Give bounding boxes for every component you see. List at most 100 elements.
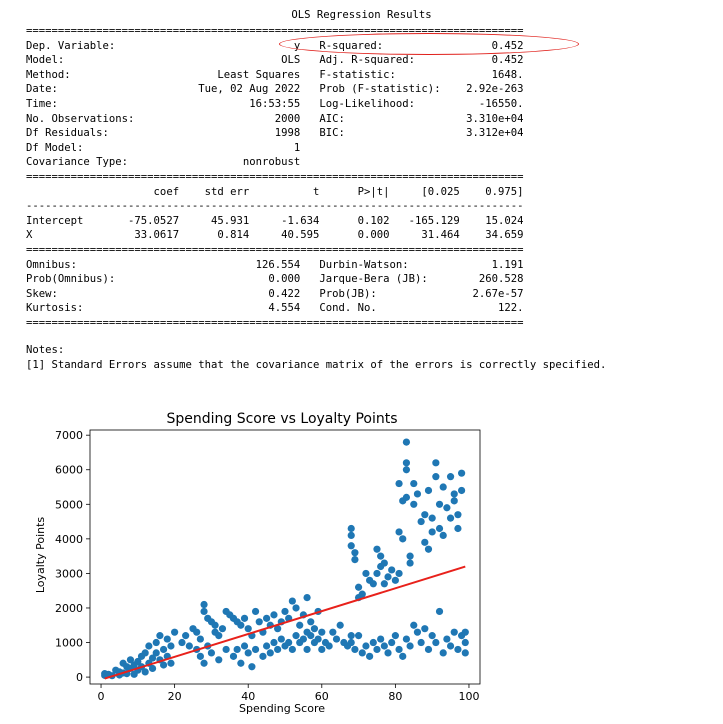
data-point (270, 638, 278, 647)
data-point (391, 576, 399, 584)
data-point (255, 618, 263, 626)
coef-row: X 33.0617 0.814 40.595 0.000 31.464 34.6… (26, 229, 524, 242)
data-point (318, 645, 326, 654)
separator-line: ========================================… (26, 316, 524, 329)
data-point (193, 628, 201, 636)
summary-row: Date: Tue, 02 Aug 2022 Prob (F-statistic… (26, 83, 524, 96)
data-point (200, 659, 208, 667)
data-point (377, 635, 385, 643)
data-point (288, 597, 296, 605)
diagnostic-row: Omnibus: 126.554 Durbin-Watson: 1.191 (26, 258, 524, 271)
data-point (424, 645, 433, 654)
data-point (373, 569, 381, 578)
data-point (200, 607, 208, 616)
data-point (410, 479, 418, 488)
x-axis-label: Spending Score (239, 702, 325, 715)
data-point (406, 642, 414, 650)
data-point (292, 632, 300, 640)
data-point (285, 638, 293, 647)
data-point (240, 642, 249, 650)
data-point (428, 514, 436, 522)
data-point (432, 473, 440, 481)
data-point (310, 625, 319, 633)
data-point (424, 486, 433, 495)
data-point (351, 645, 359, 654)
data-point (421, 538, 429, 546)
data-point (358, 590, 366, 598)
data-point (182, 632, 190, 640)
x-tick-label: 60 (315, 690, 329, 703)
y-tick-label: 4000 (55, 533, 83, 546)
summary-title: OLS Regression Results (291, 9, 432, 21)
data-point (424, 545, 433, 553)
coef-header: coef std err t P>|t| [0.025 0.975] (26, 185, 524, 198)
data-point (263, 642, 271, 650)
data-point (384, 573, 392, 581)
data-point (141, 668, 149, 676)
data-point (402, 635, 411, 643)
data-point (351, 555, 359, 564)
data-point (432, 459, 440, 467)
data-point (454, 511, 462, 519)
data-point (410, 500, 418, 508)
data-point (446, 514, 455, 522)
data-point (395, 479, 403, 488)
data-point (233, 645, 241, 654)
summary-row: Df Residuals: 1998 BIC: 3.312e+04 (26, 127, 524, 140)
data-point (428, 632, 436, 640)
summary-row: Time: 16:53:55 Log-Likelihood: -16550. (26, 97, 524, 110)
data-point (366, 652, 374, 660)
data-point (435, 524, 444, 533)
data-point (450, 628, 458, 636)
y-axis-label: Loyalty Points (34, 517, 47, 594)
data-point (377, 552, 385, 560)
data-point (185, 642, 193, 650)
data-point (413, 628, 422, 636)
data-point (215, 656, 223, 664)
data-point (391, 632, 399, 640)
data-point (369, 638, 377, 647)
diagnostic-row: Prob(Omnibus): 0.000 Jarque-Bera (JB): 2… (26, 273, 524, 286)
data-point (145, 642, 153, 650)
y-tick-label: 2000 (55, 602, 83, 615)
data-point (314, 635, 322, 643)
dash-separator-line: ----------------------------------------… (26, 200, 524, 213)
chart-title: Spending Score vs Loyalty Points (166, 411, 397, 427)
y-tick-label: 5000 (55, 498, 83, 511)
data-point (417, 517, 425, 526)
data-point (152, 649, 160, 657)
r-squared-highlight-ellipse (279, 33, 579, 55)
separator-line: ========================================… (26, 243, 524, 256)
data-point (299, 635, 307, 643)
data-point (296, 621, 304, 629)
data-point (237, 621, 245, 629)
data-point (126, 656, 135, 664)
x-tick-label: 100 (458, 690, 479, 703)
data-point (461, 628, 469, 636)
data-point (439, 531, 447, 540)
data-point (196, 652, 204, 660)
diagnostic-row: Skew: 0.422 Prob(JB): 2.67e-57 (26, 287, 524, 300)
data-point (207, 649, 216, 657)
data-point (347, 542, 355, 550)
data-point (171, 628, 179, 636)
plot-frame (89, 429, 481, 685)
data-point (428, 528, 436, 536)
data-point (450, 497, 458, 505)
data-point (274, 625, 282, 633)
data-point (251, 607, 260, 616)
data-point (292, 604, 300, 612)
data-point (347, 632, 355, 640)
data-point (380, 580, 388, 588)
data-point (461, 649, 469, 657)
data-point (251, 645, 260, 654)
data-point (281, 607, 289, 616)
data-point (388, 638, 396, 647)
data-point (435, 500, 444, 508)
data-point (274, 645, 282, 654)
data-point (446, 642, 455, 650)
data-point (354, 583, 363, 591)
data-point (167, 659, 175, 667)
data-point (307, 618, 315, 626)
data-point (163, 635, 171, 643)
